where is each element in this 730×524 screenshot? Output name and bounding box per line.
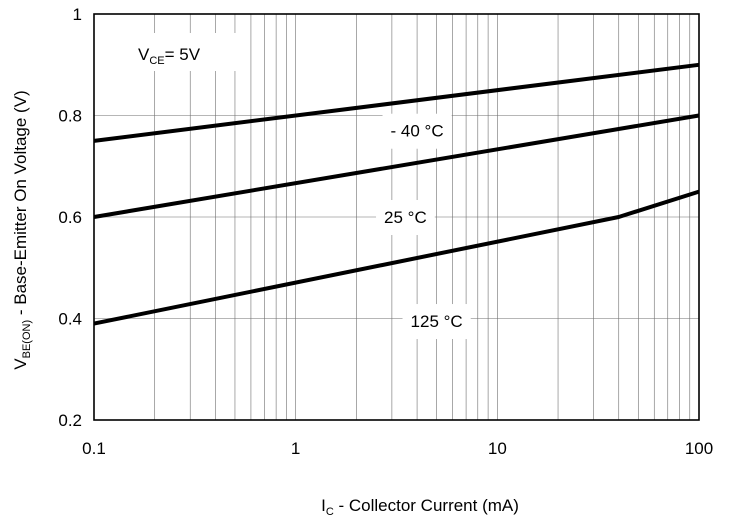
series-label-box [382,113,452,149]
y-axis-label: VBE(ON) - Base-Emitter On Voltage (V) [11,90,33,369]
series-line [93,62,700,143]
svg-text:VCE= 5V: VCE= 5V [138,45,201,67]
series-label: - 40 °C [382,113,452,149]
x-tick-label: 1 [291,439,300,458]
series-lines [93,62,700,326]
series-label-box [376,200,435,235]
x-tick-labels: 0.1 1 10 100 [82,439,713,458]
y-axis-label-main: V [11,358,30,370]
series-label-text: - 40 °C [391,122,444,141]
x-axis-label-main: I [321,496,326,515]
series-line [93,113,700,219]
series-label: 125 °C [402,304,471,340]
y-tick-label: 0.8 [58,107,82,126]
condition-annotation: VCE= 5V [124,33,236,71]
y-axis-label-sub: BE(ON) [21,320,33,359]
condition-rest: = 5V [165,45,201,64]
y-tick-label: 1 [73,5,82,24]
x-tick-label: 0.1 [82,439,106,458]
x-axis-label-rest: - Collector Current (mA) [334,496,519,515]
y-tick-label: 0.2 [58,411,82,430]
series-label-text: 125 °C [411,312,463,331]
series-label-box [402,304,471,340]
series-label-text: 25 °C [384,208,427,227]
y-tick-labels: 0.2 0.4 0.6 0.8 1 [58,5,82,430]
condition-sub: CE [149,55,164,67]
grid [94,14,699,420]
y-axis-label-rest: - Base-Emitter On Voltage (V) [11,90,30,320]
series-line [93,189,700,326]
x-tick-label: 100 [685,439,713,458]
y-tick-label: 0.4 [58,310,82,329]
series-labels: - 40 °C 25 °C 125 °C [376,113,471,340]
x-axis-label-sub: C [326,506,334,518]
condition-main: V [138,45,150,64]
y-tick-label: 0.6 [58,208,82,227]
plot-frame [93,13,700,421]
x-tick-label: 10 [488,439,507,458]
x-axis-label: IC - Collector Current (mA) [321,496,519,518]
series-label: 25 °C [376,200,435,235]
condition-box [124,33,236,71]
